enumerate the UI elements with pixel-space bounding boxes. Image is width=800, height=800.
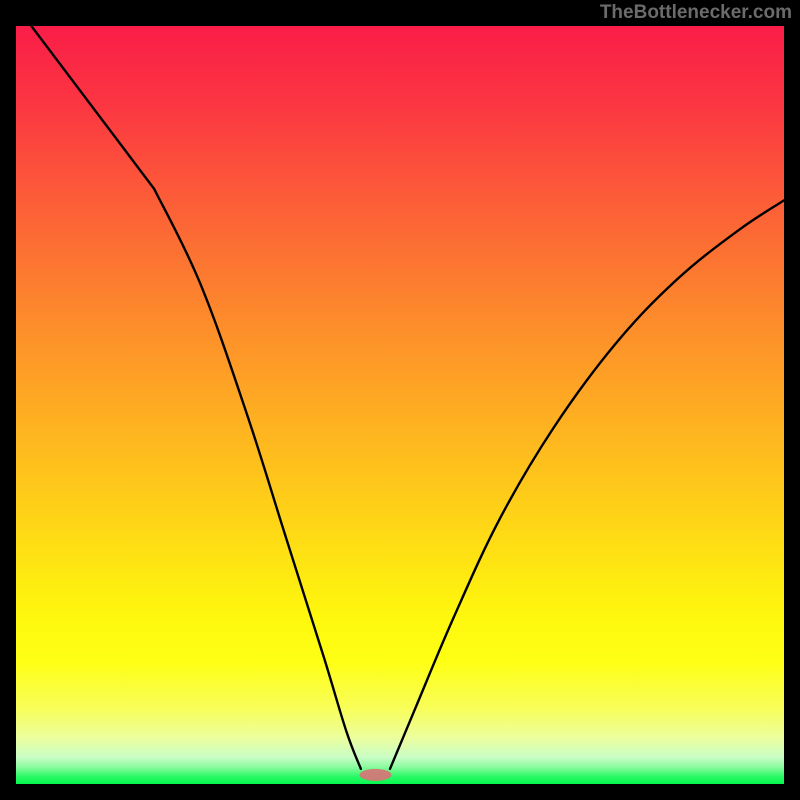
optimum-marker (359, 769, 391, 781)
plot-svg (16, 26, 784, 784)
chart-container: TheBottlenecker.com (0, 0, 800, 800)
plot-area (16, 26, 784, 784)
gradient-background (16, 26, 784, 784)
watermark-text: TheBottlenecker.com (600, 2, 792, 24)
